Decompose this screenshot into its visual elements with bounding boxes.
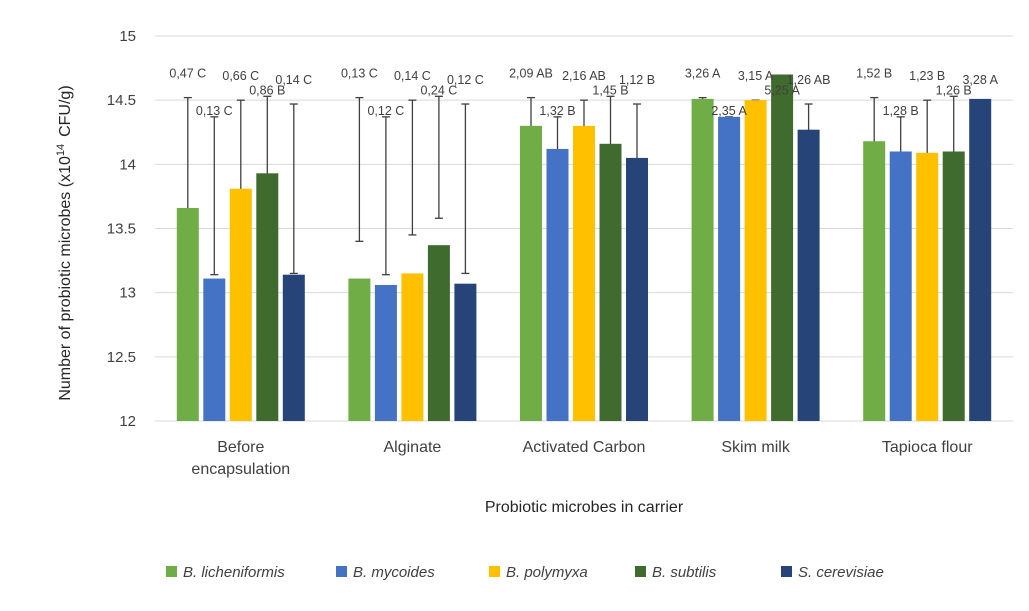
bar <box>401 273 424 421</box>
legend-item: B. mycoides <box>336 564 435 581</box>
y-tick-label: 14.5 <box>107 92 136 109</box>
x-category-label: Tapioca flour <box>882 439 973 456</box>
y-tick-label: 12 <box>119 413 136 430</box>
data-label: 0,66 C <box>222 69 259 83</box>
data-label: 0,47 C <box>169 67 206 81</box>
bar <box>546 148 569 421</box>
y-tick-label: 14 <box>119 156 136 173</box>
data-label: 1,23 B <box>909 69 945 83</box>
data-label: 1,12 B <box>619 73 655 87</box>
x-category-label: Alginate <box>383 439 441 456</box>
data-label: 1,32 B <box>539 104 575 118</box>
bar <box>573 125 595 421</box>
legend-label: B. polymyxa <box>506 564 588 581</box>
legend-label: S. cerevisiae <box>798 564 884 581</box>
legend-swatch <box>166 566 177 577</box>
data-label: 3,15 A <box>738 69 774 83</box>
bar <box>691 98 714 421</box>
bar <box>427 245 450 421</box>
data-label: 5,25 A <box>764 83 800 97</box>
bar <box>969 98 992 421</box>
data-label: 0,13 C <box>196 104 233 118</box>
bar <box>889 151 912 421</box>
bar <box>256 173 279 421</box>
data-label: 0,12 C <box>447 73 484 87</box>
bar <box>797 129 820 421</box>
x-axis-categories: Before encapsulation Alginate Activated Car… <box>191 439 973 478</box>
y-tick-label: 15 <box>119 28 136 45</box>
legend-item: B. subtilis <box>635 564 717 581</box>
data-label: 0,14 C <box>275 73 312 87</box>
x-axis-title: Probiotic microbes in carrier <box>485 499 684 516</box>
data-label: 3,28 A <box>962 73 998 87</box>
legend-item: S. cerevisiae <box>781 564 884 581</box>
y-tick-label: 12.5 <box>107 349 136 366</box>
bar <box>203 278 226 421</box>
data-label: 1,52 B <box>856 67 892 81</box>
x-category-label: Skim milk <box>721 439 790 456</box>
x-category-label: Before encapsulation <box>191 439 290 478</box>
bar <box>348 278 371 421</box>
bars <box>176 74 992 422</box>
data-label: 2,16 AB <box>562 69 606 83</box>
legend-swatch <box>489 566 500 577</box>
bar <box>942 151 965 421</box>
x-category-label: Activated Carbon <box>523 439 646 456</box>
data-label: 0,14 C <box>394 69 431 83</box>
legend-label: B. mycoides <box>353 564 435 581</box>
data-label: 0,13 C <box>341 67 378 81</box>
legend-item: B. licheniformis <box>166 564 285 581</box>
legend-label: B. subtilis <box>652 564 717 581</box>
data-label: 0,24 C <box>420 83 457 97</box>
legend: B. licheniformis B. mycoides B. polymyxa B.… <box>166 564 884 581</box>
bar <box>599 143 622 422</box>
legend-swatch <box>635 566 646 577</box>
y-tick-label: 13 <box>119 285 136 302</box>
legend-label: B. licheniformis <box>183 564 285 581</box>
bar <box>374 284 397 421</box>
y-tick-label: 13.5 <box>107 221 136 238</box>
bar <box>176 207 199 421</box>
data-label: 1,45 B <box>592 83 628 97</box>
data-label: 2,09 AB <box>509 67 553 81</box>
bar <box>626 157 648 421</box>
y-axis-title: Number of probiotic microbes (x1014CFU/g… <box>55 85 74 400</box>
bar <box>916 152 939 422</box>
data-label: 1,26 AB <box>787 73 831 87</box>
data-label: 3,26 A <box>685 67 721 81</box>
data-label: 2,35 A <box>711 104 747 118</box>
legend-swatch <box>336 566 347 577</box>
data-label: 0,12 C <box>367 104 404 118</box>
data-label: 1,28 B <box>883 104 919 118</box>
bar <box>771 74 794 421</box>
legend-swatch <box>781 566 792 577</box>
data-labels: 0,47 C0,13 C0,66 C0,86 B0,14 C 0,13 C0,12… <box>169 67 998 118</box>
legend-item: B. polymyxa <box>489 564 588 581</box>
bar <box>863 141 886 421</box>
bar <box>744 100 767 422</box>
bar <box>229 188 252 421</box>
bar <box>718 116 741 421</box>
bar <box>520 125 542 421</box>
data-label: 1,26 B <box>936 83 972 97</box>
bar <box>454 283 477 421</box>
bar <box>282 274 305 421</box>
y-axis-ticks: 12 12.5 13 13.5 14 14.5 15 <box>107 28 136 430</box>
data-label: 0,86 B <box>249 83 285 97</box>
